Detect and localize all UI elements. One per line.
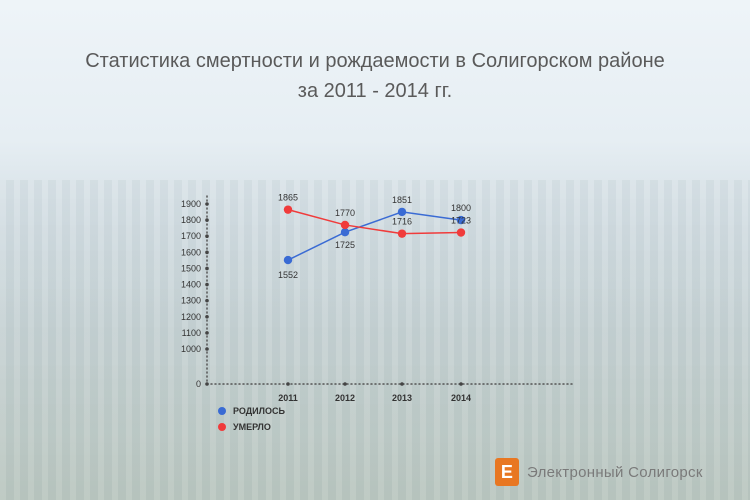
data-label: 1851 [392, 195, 412, 205]
y-tick-label: 1700 [181, 231, 201, 241]
y-tick-mark [205, 314, 209, 319]
data-label: 1865 [278, 193, 298, 203]
legend-item-born: РОДИЛОСЬ [218, 403, 285, 419]
data-label: 1552 [278, 270, 298, 280]
legend-label-born: РОДИЛОСЬ [233, 406, 285, 416]
y-tick-label: 1300 [181, 296, 201, 306]
y-tick-label: 1600 [181, 247, 201, 257]
brand-logo: Е Электронный Солигорск [495, 458, 703, 486]
y-tick-mark [205, 331, 209, 335]
y-tick-label: 1000 [181, 344, 201, 354]
series-line [287, 208, 462, 235]
brand-logo-icon: Е [495, 458, 519, 486]
x-tick-label: 2014 [451, 393, 471, 403]
title-line-2: за 2011 - 2014 гг. [297, 80, 453, 102]
y-tick-label: 1200 [181, 312, 201, 322]
x-tick-mark [459, 382, 463, 386]
data-point [397, 229, 407, 238]
y-tick-mark [205, 218, 209, 222]
y-tick-mark [205, 382, 209, 386]
y-tick-mark [205, 234, 209, 239]
x-tick-label: 2013 [392, 393, 412, 403]
x-tick-label: 2011 [278, 393, 298, 403]
series-line [287, 211, 462, 261]
data-label: 1725 [335, 240, 355, 250]
chart-title: Статистика смертности и рождаемости в Со… [0, 46, 750, 106]
legend-marker-died [218, 423, 226, 431]
y-tick-mark [205, 282, 209, 287]
y-tick-label: 1100 [182, 328, 201, 338]
data-label: 1723 [451, 216, 471, 226]
y-tick-mark [205, 266, 209, 271]
data-point [340, 220, 350, 230]
x-tick-mark [343, 382, 347, 386]
legend-label-died: УМЕРЛО [233, 422, 271, 432]
y-tick-label: 0 [196, 379, 201, 389]
data-point [283, 205, 293, 214]
y-tick-label: 1800 [181, 215, 201, 225]
x-tick-mark [400, 382, 404, 386]
title-line-1: Статистика смертности и рождаемости в Со… [85, 50, 665, 72]
data-label: 1716 [392, 217, 412, 227]
y-tick-mark [205, 298, 209, 303]
y-tick-label: 1400 [181, 280, 201, 290]
y-tick-mark [205, 250, 209, 255]
data-point [456, 215, 466, 225]
x-tick-mark [286, 382, 290, 386]
data-point [456, 228, 466, 237]
brand-name: Электронный Солигорск [527, 463, 703, 481]
legend-marker-born [218, 407, 226, 415]
y-tick-label: 1900 [181, 199, 201, 209]
y-tick-mark [205, 202, 209, 206]
data-label: 1770 [335, 208, 355, 218]
city-background-photo [0, 180, 750, 500]
data-point [340, 227, 350, 237]
data-label: 1800 [451, 203, 471, 213]
data-point [283, 255, 293, 265]
y-tick-mark [205, 347, 209, 351]
data-point [397, 207, 407, 217]
legend: РОДИЛОСЬ УМЕРЛО [218, 403, 285, 435]
legend-item-died: УМЕРЛО [218, 419, 285, 435]
y-tick-label: 1500 [181, 263, 201, 273]
x-tick-label: 2012 [335, 393, 355, 403]
